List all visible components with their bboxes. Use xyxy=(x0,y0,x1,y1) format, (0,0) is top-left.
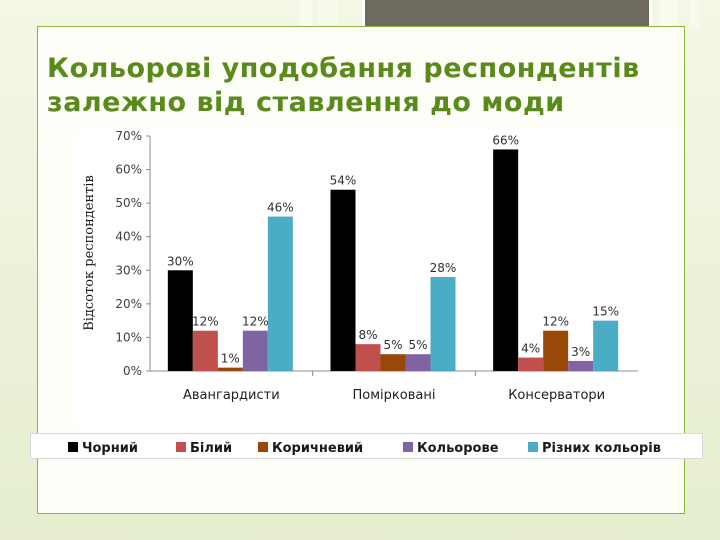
y-tick-label: 70% xyxy=(115,129,142,143)
background-stripe xyxy=(300,0,312,28)
data-label: 28% xyxy=(430,261,457,275)
bar xyxy=(192,330,218,371)
legend-swatch xyxy=(258,442,268,452)
legend-label: Білий xyxy=(190,441,232,456)
y-tick-label: 20% xyxy=(115,297,142,311)
bar xyxy=(518,357,544,371)
y-tick-label: 30% xyxy=(115,263,142,277)
bar xyxy=(430,277,456,371)
legend-box xyxy=(30,433,703,459)
data-label: 66% xyxy=(492,133,519,147)
data-label: 5% xyxy=(408,338,427,352)
data-label: 15% xyxy=(592,305,619,319)
bar xyxy=(355,344,381,371)
bar xyxy=(380,354,406,371)
data-label: 1% xyxy=(221,352,240,366)
data-label: 12% xyxy=(242,315,269,329)
data-label: 3% xyxy=(571,345,590,359)
legend-label: Чорний xyxy=(82,441,138,456)
y-tick-label: 50% xyxy=(115,196,142,210)
data-label: 12% xyxy=(542,315,569,329)
bar xyxy=(217,367,243,371)
legend-label: Кольорове xyxy=(417,441,499,456)
legend-swatch xyxy=(528,442,538,452)
data-label: 30% xyxy=(167,254,194,268)
y-tick-label: 10% xyxy=(115,330,142,344)
data-label: 5% xyxy=(383,338,402,352)
x-category-label: Авангардисти xyxy=(183,388,280,403)
data-label: 8% xyxy=(358,328,377,342)
x-category-label: Консерватори xyxy=(508,388,605,403)
bar xyxy=(493,149,519,371)
y-tick-label: 60% xyxy=(115,163,142,177)
legend-label: Коричневий xyxy=(272,441,363,456)
background-stripe xyxy=(318,0,338,28)
slide-title: Кольорові уподобання респондентів залежн… xyxy=(47,53,640,118)
bar xyxy=(593,320,619,371)
legend-swatch xyxy=(68,442,78,452)
data-label: 54% xyxy=(330,174,357,188)
data-label: 46% xyxy=(267,201,294,215)
legend-swatch xyxy=(403,442,413,452)
bar xyxy=(267,216,293,371)
bar xyxy=(543,330,569,371)
legend-label: Різних кольорів xyxy=(542,441,661,456)
bar xyxy=(330,189,356,371)
y-tick-label: 40% xyxy=(115,230,142,244)
y-axis-title: Відсоток респондентів xyxy=(82,175,97,331)
background-stripe xyxy=(690,0,700,28)
background-stripe xyxy=(660,0,678,28)
data-label: 12% xyxy=(192,315,219,329)
bar xyxy=(405,354,431,371)
bar xyxy=(568,360,594,371)
bar xyxy=(167,270,193,371)
x-category-label: Помірковані xyxy=(353,388,436,403)
data-label: 4% xyxy=(521,342,540,356)
bar xyxy=(242,330,268,371)
y-tick-label: 0% xyxy=(123,364,142,378)
legend-swatch xyxy=(176,442,186,452)
